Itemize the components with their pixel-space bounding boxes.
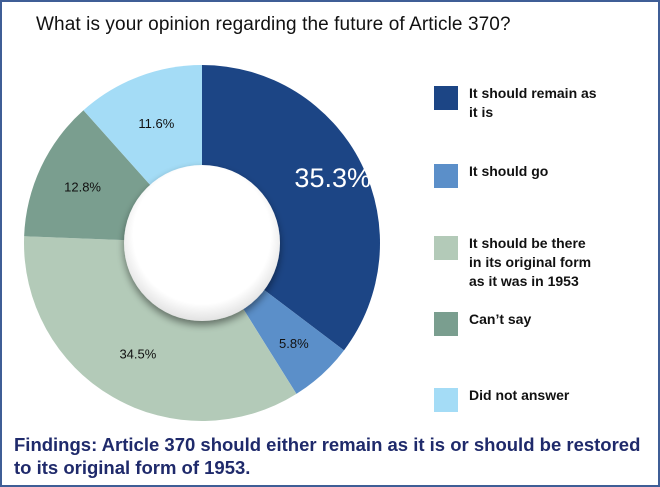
pie-slice (24, 236, 297, 421)
legend-swatch (434, 236, 458, 260)
pie-slice (202, 65, 380, 351)
legend-label: It should go (469, 163, 549, 179)
legend-item-go: It should go (434, 163, 599, 188)
slice-value-label: 34.5% (119, 346, 156, 361)
slice-value-label: 11.6% (138, 116, 174, 131)
legend-label: Did not answer (469, 387, 570, 403)
legend-item-remain: It should remain as it is (434, 85, 599, 122)
findings-text: Findings: Article 370 should either rema… (14, 434, 641, 478)
legend-label: Can’t say (469, 311, 532, 327)
legend-swatch (434, 312, 458, 336)
chart-title: What is your opinion regarding the futur… (36, 14, 511, 35)
legend-label: It should be there in its original form … (469, 235, 592, 289)
slice-value-label: 35.3% (294, 163, 371, 193)
legend-item-original-form: It should be there in its original form … (434, 235, 599, 291)
legend-item-no-answer: Did not answer (434, 387, 599, 412)
legend-label: It should remain as it is (469, 85, 597, 120)
legend-swatch (434, 164, 458, 188)
donut-hole (124, 165, 280, 321)
slice-value-label: 12.8% (64, 179, 101, 194)
legend-item-cant-say: Can’t say (434, 311, 599, 336)
slice-value-label: 5.8% (279, 336, 309, 351)
legend-swatch (434, 86, 458, 110)
legend-swatch (434, 388, 458, 412)
